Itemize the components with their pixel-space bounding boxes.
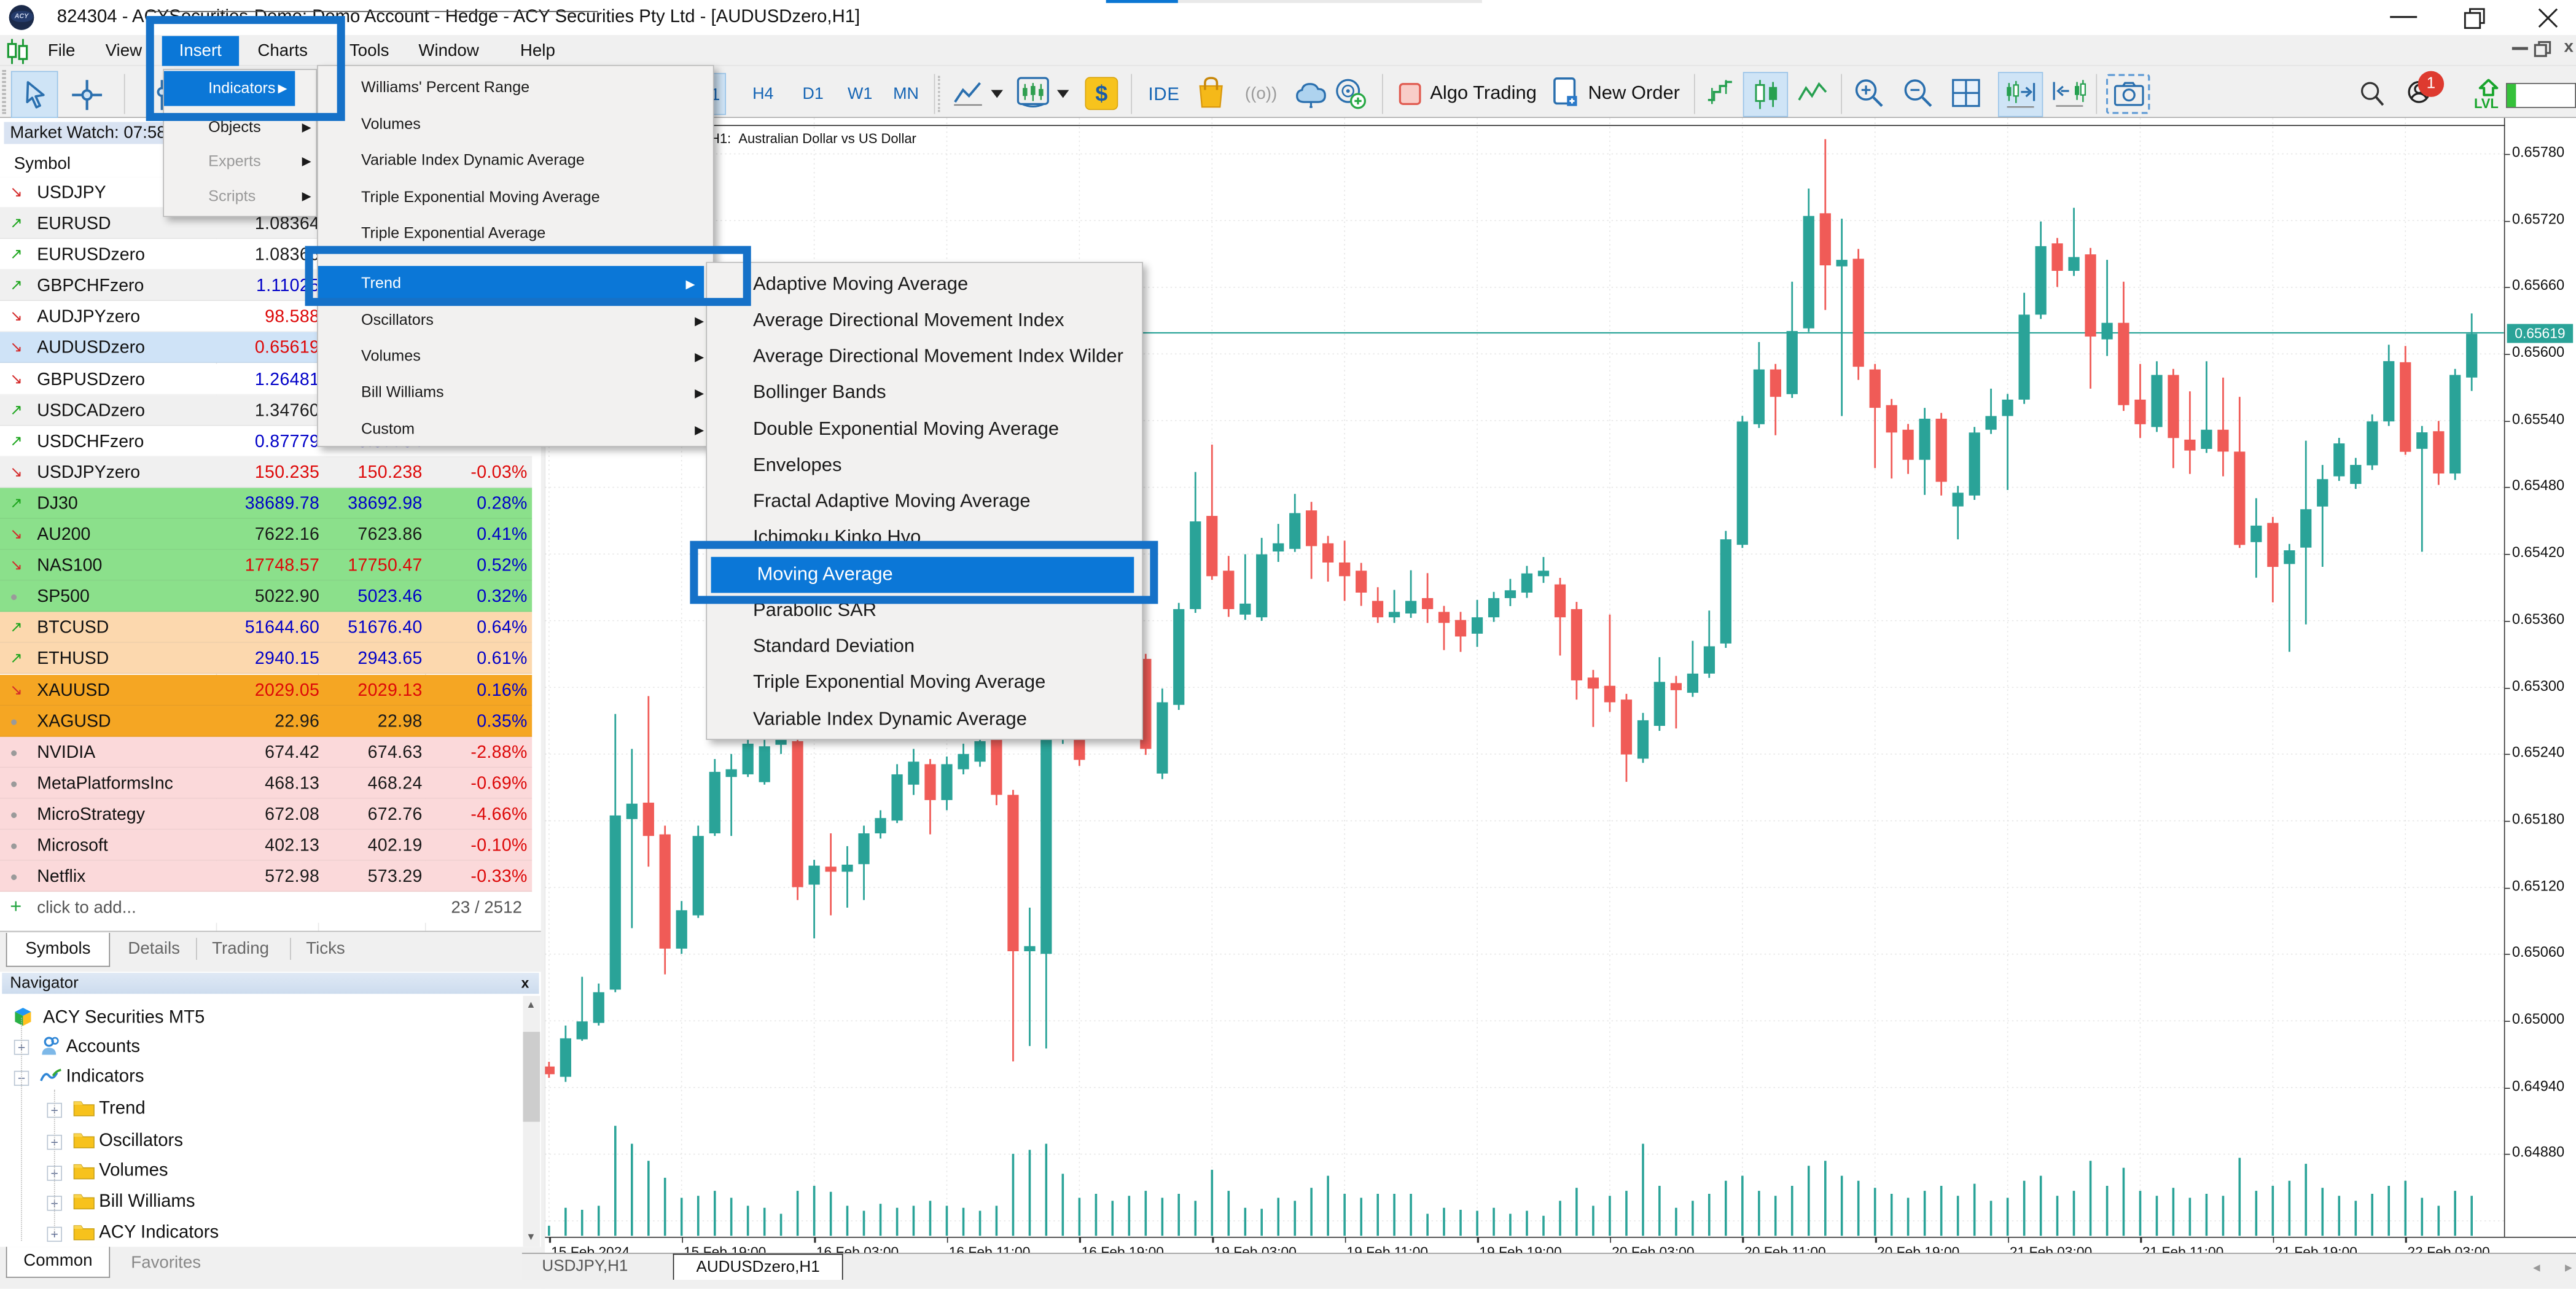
svg-text:LVL: LVL	[2474, 96, 2499, 109]
